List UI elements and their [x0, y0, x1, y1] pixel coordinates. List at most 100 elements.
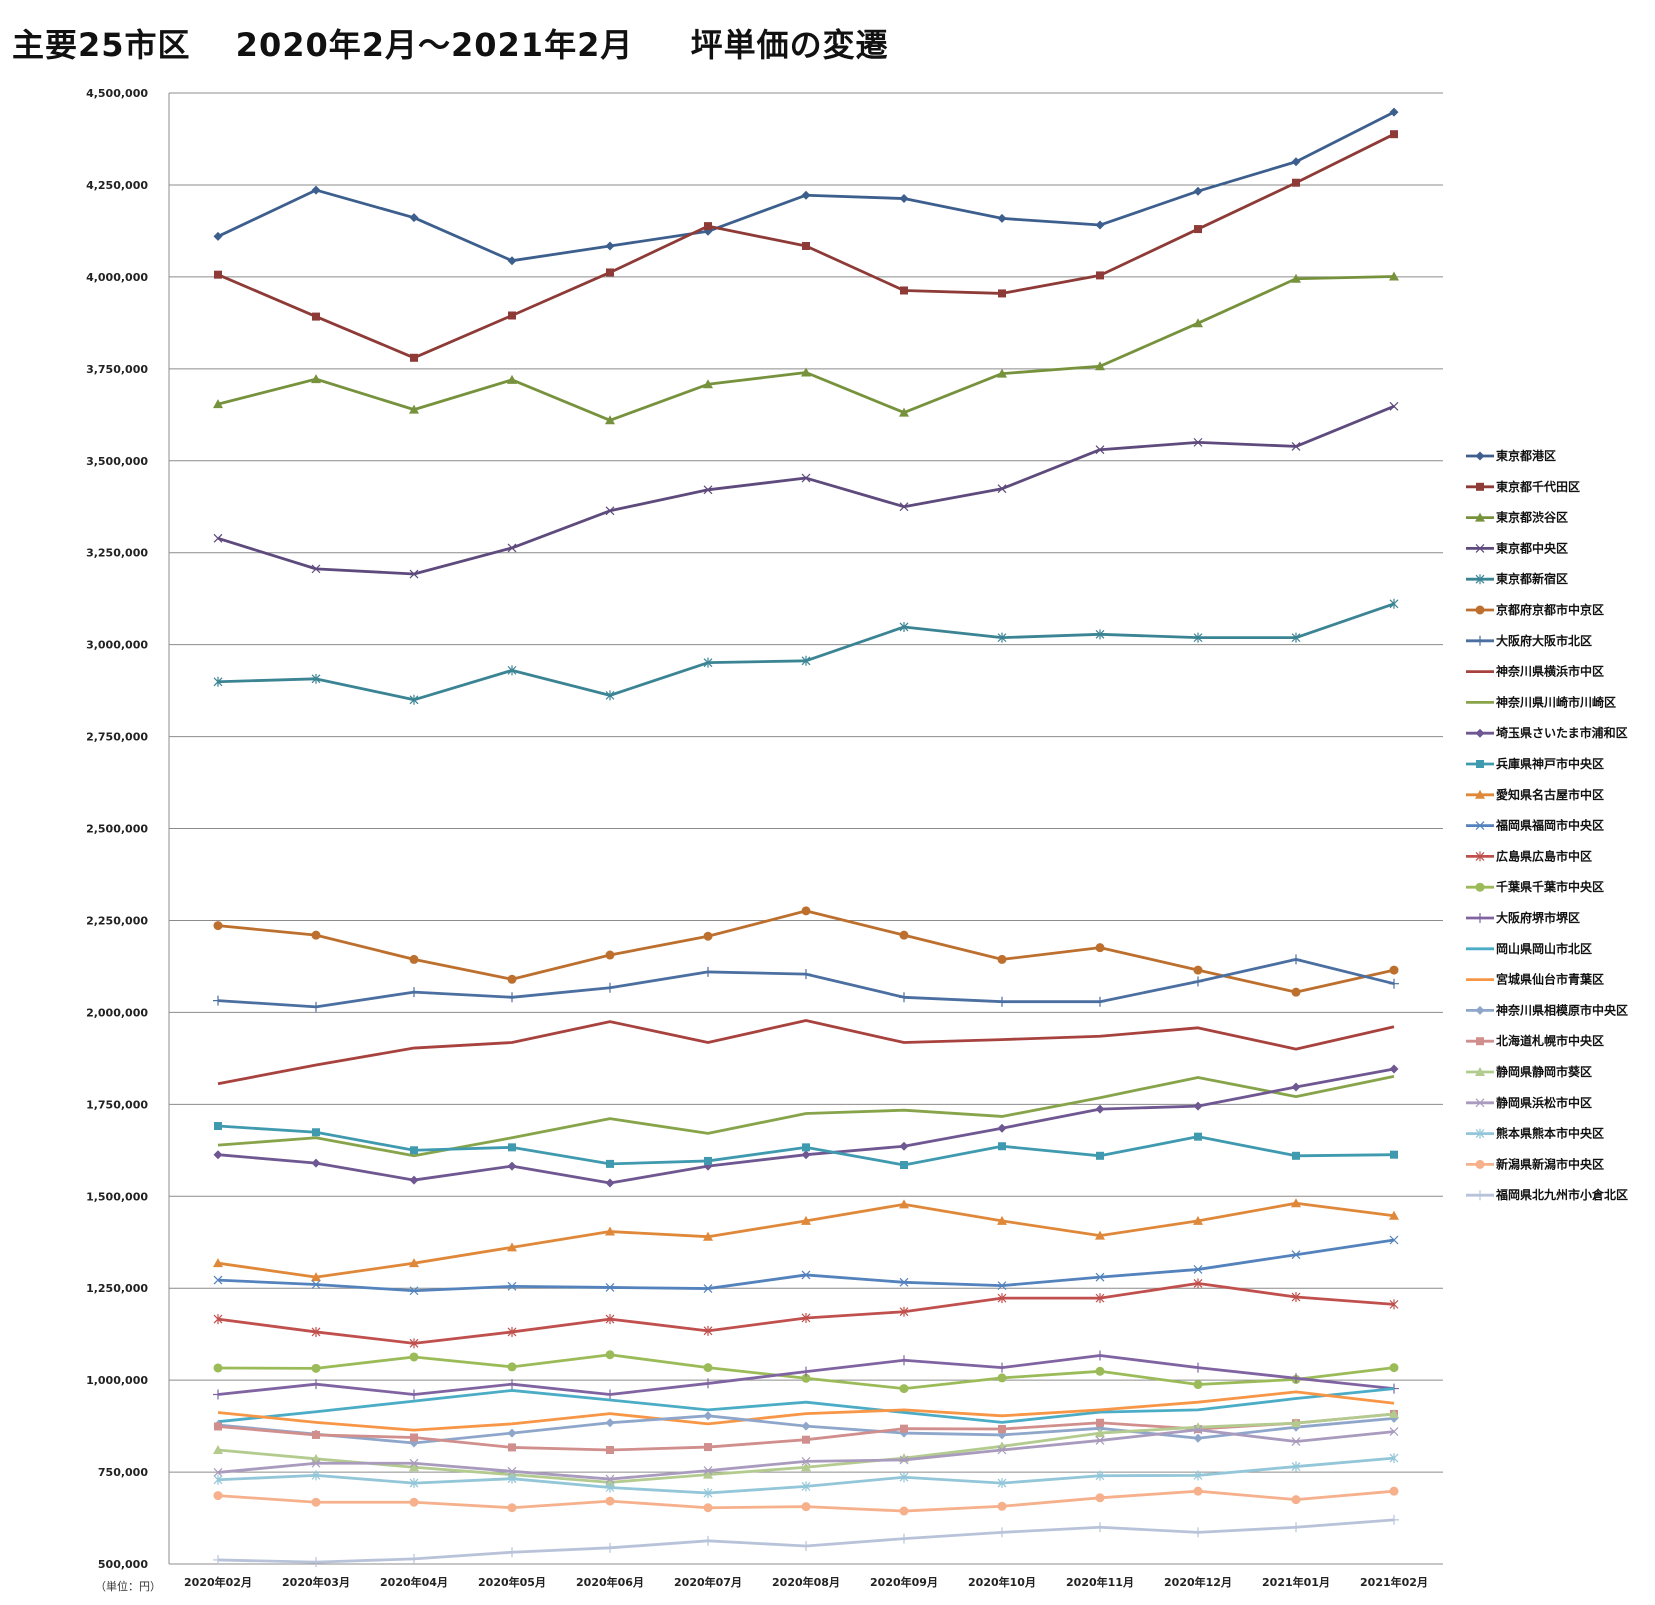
legend-item: 東京都中央区 [1466, 540, 1568, 555]
legend-label: 東京都新宿区 [1496, 571, 1568, 586]
marker-circle [311, 930, 321, 940]
unit-label: （単位：円） [95, 1579, 161, 1593]
marker-asterisk [1389, 598, 1399, 609]
legend-item: 東京都渋谷区 [1466, 510, 1568, 525]
marker-asterisk [507, 1473, 517, 1484]
y-tick-label: 2,250,000 [86, 914, 148, 927]
series-7 [213, 954, 1399, 1012]
legend-item: 東京都港区 [1466, 448, 1556, 463]
marker-triangle [507, 1242, 517, 1252]
marker-diamond [1193, 186, 1203, 196]
marker-x [899, 502, 909, 512]
series-line [217, 1019, 1395, 1086]
legend-item: 宮城県仙台市青葉区 [1466, 972, 1604, 987]
marker-diamond [801, 1150, 811, 1160]
x-tick-label: 2020年04月 [380, 1575, 448, 1589]
series-12 [213, 1198, 1399, 1282]
marker-asterisk [703, 1325, 713, 1336]
marker-triangle [801, 367, 811, 377]
marker-plus [1291, 1373, 1301, 1384]
marker-diamond [997, 1123, 1007, 1133]
legend-item: 東京都新宿区 [1466, 571, 1568, 586]
marker-asterisk [801, 1481, 811, 1492]
marker-triangle [213, 1444, 223, 1454]
chart-title: 主要25市区 2020年2月～2021年2月 坪単価の変遷 [12, 26, 889, 64]
marker-diamond [1095, 220, 1105, 230]
marker-x [213, 1275, 223, 1285]
y-tick-label: 4,000,000 [86, 271, 148, 284]
series-line [217, 602, 1395, 702]
marker-plus [213, 995, 223, 1006]
marker-x [801, 1456, 811, 1466]
marker-x [1193, 437, 1203, 447]
x-tick-label: 2020年12月 [1164, 1575, 1232, 1589]
marker-plus [311, 1379, 321, 1390]
marker-triangle [703, 1231, 713, 1241]
x-tick-label: 2020年11月 [1066, 1575, 1134, 1589]
x-tick-label: 2020年10月 [968, 1575, 1036, 1589]
marker-triangle [1291, 1418, 1301, 1428]
marker-triangle [1475, 512, 1485, 522]
y-tick-label: 1,500,000 [86, 1190, 148, 1203]
marker-circle [801, 906, 811, 916]
marker-plus [605, 1389, 615, 1400]
legend-item: 大阪府堺市堺区 [1466, 910, 1580, 925]
marker-plus [1193, 976, 1203, 987]
y-tick-label: 3,750,000 [86, 363, 148, 376]
marker-asterisk [409, 1478, 419, 1489]
marker-diamond [899, 194, 909, 204]
marker-circle [1389, 1363, 1399, 1373]
marker-diamond [605, 241, 615, 251]
marker-diamond [899, 1141, 909, 1151]
series-25 [213, 1514, 1399, 1568]
marker-square [900, 1424, 908, 1433]
marker-plus [409, 1553, 419, 1564]
marker-plus [409, 1389, 419, 1400]
marker-circle [311, 1363, 321, 1373]
y-tick-label: 4,500,000 [86, 87, 148, 100]
y-tick-label: 3,000,000 [86, 639, 148, 652]
marker-triangle [1095, 1230, 1105, 1240]
marker-asterisk [1475, 1128, 1485, 1139]
marker-triangle [1291, 273, 1301, 283]
marker-diamond [605, 1418, 615, 1428]
legend-label: 埼玉県さいたま市浦和区 [1496, 725, 1628, 740]
marker-plus [801, 969, 811, 980]
marker-diamond [997, 213, 1007, 223]
marker-asterisk [1291, 632, 1301, 643]
marker-diamond [507, 1161, 517, 1171]
series-line [217, 1074, 1395, 1158]
y-tick-label: 1,250,000 [86, 1282, 148, 1295]
marker-x [1291, 1437, 1301, 1446]
series-17 [217, 1387, 1395, 1424]
marker-x [1389, 1427, 1399, 1437]
marker-asterisk [311, 673, 321, 684]
marker-triangle [703, 379, 713, 389]
marker-asterisk [1193, 632, 1203, 643]
marker-square [606, 1159, 614, 1168]
marker-asterisk [1193, 1278, 1203, 1289]
marker-x [507, 1281, 517, 1291]
legend-label: 東京都港区 [1496, 448, 1556, 463]
marker-diamond [1389, 1064, 1399, 1074]
marker-x [213, 533, 223, 543]
marker-square [410, 1433, 418, 1442]
legend-label: 静岡県静岡市葵区 [1496, 1064, 1592, 1079]
marker-x [997, 484, 1007, 494]
marker-circle [1389, 1486, 1399, 1496]
marker-asterisk [1389, 1299, 1399, 1310]
series-lines [213, 107, 1399, 1568]
marker-asterisk [409, 1338, 419, 1349]
marker-triangle [605, 415, 615, 425]
legend-item: 京都府京都市中京区 [1466, 602, 1604, 617]
marker-circle [1193, 1380, 1203, 1390]
marker-triangle [1291, 1198, 1301, 1208]
legend-item: 福岡県北九州市小倉北区 [1466, 1187, 1628, 1202]
marker-plus [507, 992, 517, 1003]
series-line [217, 909, 1395, 994]
marker-square [214, 1122, 222, 1131]
marker-triangle [605, 1226, 615, 1236]
marker-asterisk [1095, 1470, 1105, 1481]
marker-asterisk [1475, 574, 1485, 585]
legend-item: 静岡県浜松市中区 [1466, 1095, 1592, 1110]
